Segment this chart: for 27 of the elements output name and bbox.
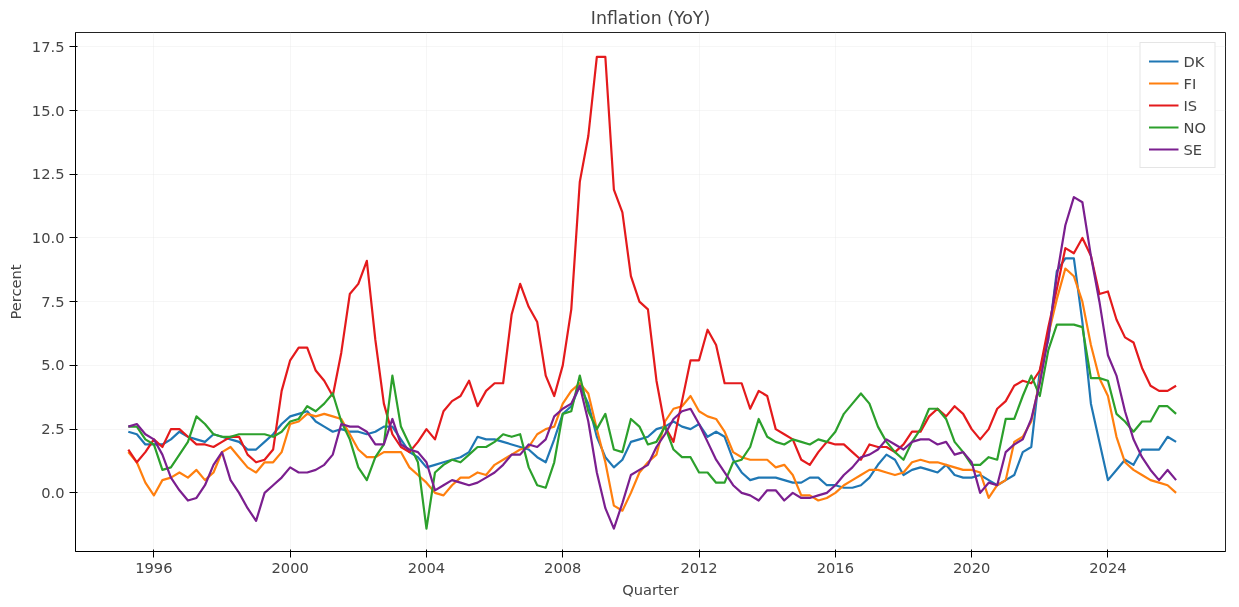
y-tick-label: 0.0 <box>41 483 65 501</box>
x-tick-label: 2016 <box>816 558 855 576</box>
x-tick-label: 1996 <box>135 558 173 576</box>
line-series <box>127 323 1178 530</box>
y-axis-title: Percent <box>6 264 24 320</box>
x-tick-label: 2024 <box>1089 558 1127 576</box>
legend-label: FI <box>1183 74 1198 92</box>
legend-label: DK <box>1183 52 1205 70</box>
x-tick-label: 2000 <box>271 558 309 576</box>
y-tick-label: 5.0 <box>41 356 65 374</box>
x-axis-title: Quarter <box>622 580 680 598</box>
y-tick-label: 10.0 <box>31 228 65 246</box>
y-tick-label: 12.5 <box>31 165 65 183</box>
legend-label: SE <box>1183 140 1204 158</box>
y-tick-label: 17.5 <box>31 37 65 55</box>
y-tick-label: 2.5 <box>41 420 65 438</box>
x-tick-label: 2008 <box>544 558 582 576</box>
y-tick-label: 7.5 <box>41 292 65 310</box>
chart-title: Inflation (YoY) <box>590 7 711 28</box>
line-series <box>127 55 1178 466</box>
legend-label: NO <box>1183 118 1206 136</box>
x-tick-label: 2004 <box>407 558 446 576</box>
line-series <box>127 196 1178 530</box>
legend-label: IS <box>1183 96 1199 114</box>
y-tick-label: 15.0 <box>31 101 65 119</box>
x-tick-label: 2012 <box>680 558 718 576</box>
x-tick-label: 2020 <box>953 558 991 576</box>
